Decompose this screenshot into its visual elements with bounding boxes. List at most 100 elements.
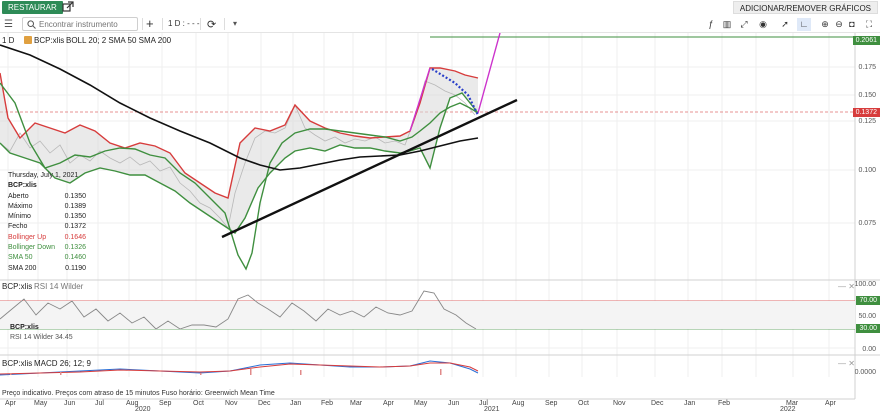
svg-text:Sep: Sep [159, 400, 172, 407]
menu-icon[interactable]: ☰ [4, 19, 13, 30]
rsi-symbol-label: BCP:xlis [2, 282, 32, 291]
chevron-down-icon[interactable]: ▾ [233, 19, 238, 28]
external-link-icon[interactable] [62, 1, 74, 13]
zoom-out-icon[interactable]: ⊖ [835, 19, 843, 29]
svg-text:Nov: Nov [225, 400, 238, 407]
tooltip-date: Thursday, July 1, 2021 [8, 172, 79, 179]
macd-symbol-label: BCP:xlis [2, 359, 32, 368]
macd-signal-line [0, 362, 479, 375]
rsi-axis-label: 0.00 [862, 346, 876, 353]
rsi-tooltip-value: RSI 14 Wilder 34.45 [10, 334, 73, 341]
rsi-upper-tag: 70.00 [856, 296, 880, 305]
svg-text:Mar: Mar [786, 400, 799, 407]
svg-text:May: May [414, 400, 428, 407]
rsi-band [0, 301, 855, 329]
tooltip-symbol: BCP:xlis [8, 182, 37, 190]
tooltip-row: SMA 50 0.1460 [8, 254, 86, 262]
price-axis-label: 0.100 [858, 167, 876, 174]
rsi-tooltip-symbol: BCP:xlis [10, 324, 39, 331]
macd-line [0, 360, 479, 376]
cursor-icon[interactable]: ➚ [781, 19, 789, 29]
svg-text:Dec: Dec [258, 400, 271, 407]
svg-text:2022: 2022 [780, 406, 796, 411]
zoom-in-icon[interactable]: ⊕ [821, 19, 829, 29]
camera-icon[interactable]: ◘ [849, 19, 855, 29]
macd-histogram [10, 369, 442, 375]
svg-text:2021: 2021 [484, 406, 500, 411]
svg-text:Aug: Aug [512, 400, 525, 407]
rsi-axis-label: 50.00 [858, 313, 876, 320]
rsi-tooltip: BCP:xlis RSI 14 Wilder 34.45 [10, 324, 73, 341]
trend-line [221, 98, 518, 239]
chart-type-icon[interactable]: ▥ [722, 19, 732, 29]
toolbar-divider [224, 18, 225, 30]
compare-icon[interactable]: ⤢ [740, 19, 748, 29]
search-icon [27, 20, 36, 29]
time-axis: Apr May Jun Jul Aug Sep Oct Nov Dec Jan … [5, 400, 837, 411]
toolbar-divider [142, 18, 143, 30]
high-price-tag: 0.2061 [852, 36, 880, 45]
svg-text:Jul: Jul [95, 400, 104, 407]
svg-text:Oct: Oct [193, 400, 204, 407]
search-input[interactable] [39, 19, 135, 30]
tooltip-row: Máximo 0.1389 [8, 202, 86, 210]
tooltip-row: Fecho 0.1372 [8, 223, 86, 231]
svg-text:Jun: Jun [64, 400, 75, 407]
add-remove-charts-button[interactable]: ADICIONAR/REMOVER GRÁFICOS [732, 1, 878, 14]
refresh-icon[interactable]: ⟳ [207, 19, 217, 31]
svg-text:Jan: Jan [684, 400, 695, 407]
tooltip-row: Bollinger Up 0.1646 [8, 233, 86, 241]
tooltip-row: Mínimo 0.1350 [8, 213, 86, 221]
blue-dotted-line [431, 68, 479, 116]
tooltip-row: SMA 200 0.1190 [8, 264, 86, 272]
fullscreen-icon[interactable]: ⛶ [865, 19, 873, 29]
svg-text:Jul: Jul [479, 400, 488, 407]
rsi-lower-tag: 30.00 [856, 324, 880, 333]
indicator-icon[interactable]: ƒ [708, 19, 714, 29]
price-axis-label: 0.150 [858, 92, 876, 99]
sma200-line [0, 44, 479, 171]
macd-axis-label: 0.0000 [855, 369, 877, 376]
svg-text:Sep: Sep [545, 400, 558, 407]
panel-close-icon[interactable]: — ✕ [838, 359, 855, 368]
restore-button[interactable]: RESTAURAR [2, 1, 63, 14]
add-symbol-button[interactable]: + [146, 16, 154, 31]
rsi-name-label: RSI 14 Wilder [34, 282, 84, 291]
svg-text:2020: 2020 [135, 406, 151, 411]
panel-close-icon[interactable]: — ✕ [838, 282, 855, 291]
svg-text:Apr: Apr [5, 400, 17, 407]
toolbar-divider [200, 18, 201, 30]
disclaimer-text: Preço indicativo. Preços com atraso de 1… [2, 390, 275, 397]
svg-text:Apr: Apr [383, 400, 395, 407]
price-tooltip: Thursday, July 1, 2021 BCP:xlis Aberto 0.… [8, 171, 86, 274]
tooltip-row: Bollinger Down 0.1326 [8, 244, 86, 252]
svg-text:Jan: Jan [290, 400, 301, 407]
interval-label: 1 D [2, 36, 15, 45]
sma50-line [0, 82, 479, 271]
rsi-axis-label: 100.00 [855, 281, 877, 288]
last-price-tag: 0.1372 [852, 108, 880, 117]
chart-toolbar: ☰ + 1 D : - - - ⟳ ▾ ƒ ▥ ⤢ ◉ ➚ ∟ ⊕ ⊖ ◘ ⛶ [0, 16, 880, 33]
svg-text:May: May [34, 400, 48, 407]
svg-text:Mar: Mar [350, 400, 363, 407]
svg-text:Feb: Feb [321, 400, 333, 407]
drawing-mode-icon[interactable]: ∟ [797, 18, 811, 31]
instrument-search[interactable] [22, 17, 138, 31]
macd-name-label: MACD 26; 12; 9 [34, 359, 91, 368]
svg-text:Jun: Jun [448, 400, 459, 407]
eye-icon[interactable]: ◉ [759, 19, 767, 29]
magenta-channel [409, 33, 501, 132]
svg-text:Aug: Aug [126, 400, 139, 407]
toolbar-divider [162, 18, 163, 30]
interval-selector[interactable]: 1 D : - - - [168, 19, 200, 28]
svg-text:Oct: Oct [578, 400, 589, 407]
rsi-line [0, 290, 477, 330]
svg-text:Dec: Dec [651, 400, 664, 407]
symbol-badge-icon [24, 36, 32, 44]
price-axis-label: 0.125 [858, 118, 876, 125]
studies-label: BOLL 20; 2 SMA 50 SMA 200 [66, 36, 172, 45]
price-axis-label: 0.075 [858, 220, 876, 227]
bollinger-down-line [0, 92, 479, 234]
price-axis-label: 0.175 [858, 64, 876, 71]
chart-canvas[interactable]: 0.175 0.150 0.125 0.100 0.075 100.00 50.… [0, 33, 880, 411]
